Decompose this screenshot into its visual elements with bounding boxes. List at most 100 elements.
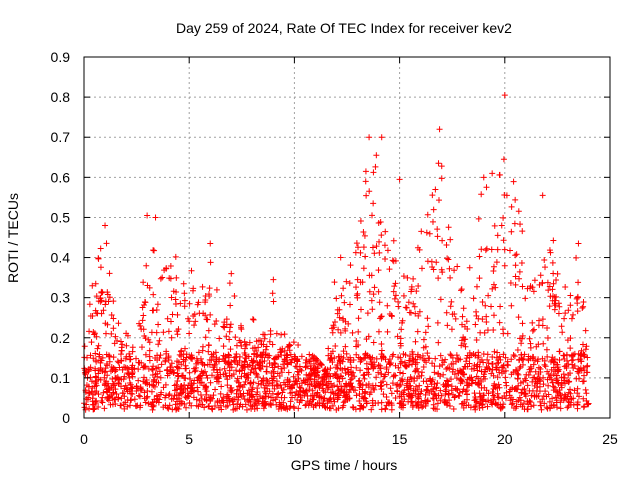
data-point (157, 352, 164, 359)
data-point (375, 288, 382, 295)
data-point (515, 314, 522, 321)
data-point (137, 322, 144, 329)
data-point (95, 342, 102, 349)
data-point (203, 372, 210, 379)
data-point (557, 405, 564, 412)
data-point (185, 315, 192, 322)
data-point (260, 341, 267, 348)
data-point (163, 348, 170, 355)
data-point (124, 370, 131, 377)
data-point (565, 389, 572, 396)
data-point (204, 375, 211, 382)
x-tick-label: 0 (80, 431, 88, 447)
data-point (383, 402, 390, 409)
data-point (473, 398, 480, 405)
data-point (90, 328, 97, 335)
data-point (148, 388, 155, 395)
data-point (205, 342, 212, 349)
data-point (275, 390, 282, 397)
data-point (224, 376, 231, 383)
data-point (335, 326, 342, 333)
data-point (261, 335, 268, 342)
data-point (490, 372, 497, 379)
data-point (108, 330, 115, 337)
data-point (282, 405, 289, 412)
data-point (159, 274, 166, 281)
data-point (489, 401, 496, 408)
data-point (460, 305, 467, 312)
data-point (575, 240, 582, 247)
data-point (241, 381, 248, 388)
data-point (390, 351, 397, 358)
data-point (228, 270, 235, 277)
data-point (144, 393, 151, 400)
data-point (444, 400, 451, 407)
data-point (356, 398, 363, 405)
data-point (202, 334, 209, 341)
data-point (500, 156, 507, 163)
data-point (447, 274, 454, 281)
data-point (261, 357, 268, 364)
data-point (275, 406, 282, 413)
data-point (338, 292, 345, 299)
data-point (186, 376, 193, 383)
data-point (302, 363, 309, 370)
data-point (434, 226, 441, 233)
data-point (95, 255, 102, 262)
data-point (281, 331, 288, 338)
data-point (347, 357, 354, 364)
data-point (308, 370, 315, 377)
data-point (574, 300, 581, 307)
data-point (515, 382, 522, 389)
data-point (546, 283, 553, 290)
data-point (210, 350, 217, 357)
data-point (377, 383, 384, 390)
x-tick-label: 5 (185, 431, 193, 447)
data-point (149, 399, 156, 406)
data-point (220, 323, 227, 330)
data-point (563, 352, 570, 359)
data-point (272, 361, 279, 368)
y-tick-labels: 0 0.1 0.2 0.3 0.4 0.5 0.6 0.7 0.8 0.9 (51, 49, 71, 426)
data-point (448, 376, 455, 383)
data-point (403, 304, 410, 311)
data-point (479, 299, 486, 306)
data-point (485, 390, 492, 397)
data-point (583, 390, 590, 397)
data-point (149, 367, 156, 374)
data-point (349, 375, 356, 382)
data-point (100, 307, 107, 314)
data-point (274, 370, 281, 377)
data-point (540, 393, 547, 400)
data-point (519, 356, 526, 363)
data-point (459, 400, 466, 407)
data-point (438, 392, 445, 399)
data-point (150, 382, 157, 389)
data-point (339, 315, 346, 322)
data-point (378, 134, 385, 141)
data-point (549, 259, 556, 266)
data-point (500, 351, 507, 358)
data-point (275, 363, 282, 370)
data-point (567, 386, 574, 393)
data-point (448, 383, 455, 390)
data-point (582, 346, 589, 353)
data-point (238, 373, 245, 380)
data-point (448, 352, 455, 359)
data-point (410, 402, 417, 409)
data-point (508, 302, 515, 309)
data-point (112, 401, 119, 408)
data-point (370, 169, 377, 176)
data-point (198, 368, 205, 375)
data-point (414, 365, 421, 372)
data-point (453, 352, 460, 359)
data-point (375, 362, 382, 369)
data-point (129, 362, 136, 369)
data-point (330, 324, 337, 331)
data-point (400, 351, 407, 358)
data-point (166, 391, 173, 398)
data-point (461, 399, 468, 406)
data-point (290, 381, 297, 388)
data-point (279, 345, 286, 352)
data-point (126, 380, 133, 387)
